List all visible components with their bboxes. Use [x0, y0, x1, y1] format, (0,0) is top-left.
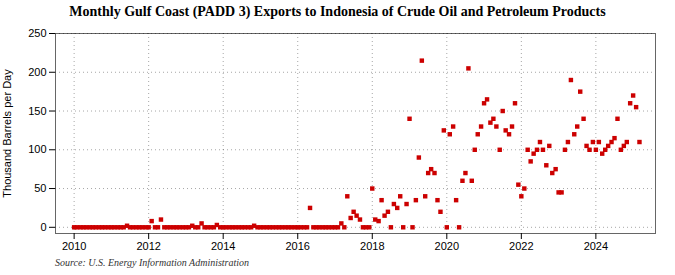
svg-text:200: 200 [28, 66, 46, 78]
html-text:Monthly Gulf Coast (PADD 3) Ex: Monthly Gulf Coast (PADD 3) Exports to I… [69, 4, 606, 19]
html-text:Source: U.S. Energy Informatio: Source: U.S. Energy Information Administ… [55, 256, 250, 268]
svg-text:50: 50 [34, 182, 46, 194]
svg-text:150: 150 [28, 104, 46, 116]
svg-text:0: 0 [40, 221, 46, 233]
svg-text:2016: 2016 [285, 240, 309, 252]
svg-text:100: 100 [28, 143, 46, 155]
svg-text:2018: 2018 [360, 240, 384, 252]
svg-text:2012: 2012 [136, 240, 160, 252]
svg-text:2020: 2020 [435, 240, 459, 252]
svg-text:2010: 2010 [62, 240, 86, 252]
svg-text:Thousand Barrels per Day: Thousand Barrels per Day [1, 69, 13, 198]
svg-text:2014: 2014 [211, 240, 235, 252]
svg-text:2024: 2024 [584, 240, 608, 252]
svg-text:250: 250 [28, 27, 46, 39]
svg-text:2022: 2022 [509, 240, 533, 252]
